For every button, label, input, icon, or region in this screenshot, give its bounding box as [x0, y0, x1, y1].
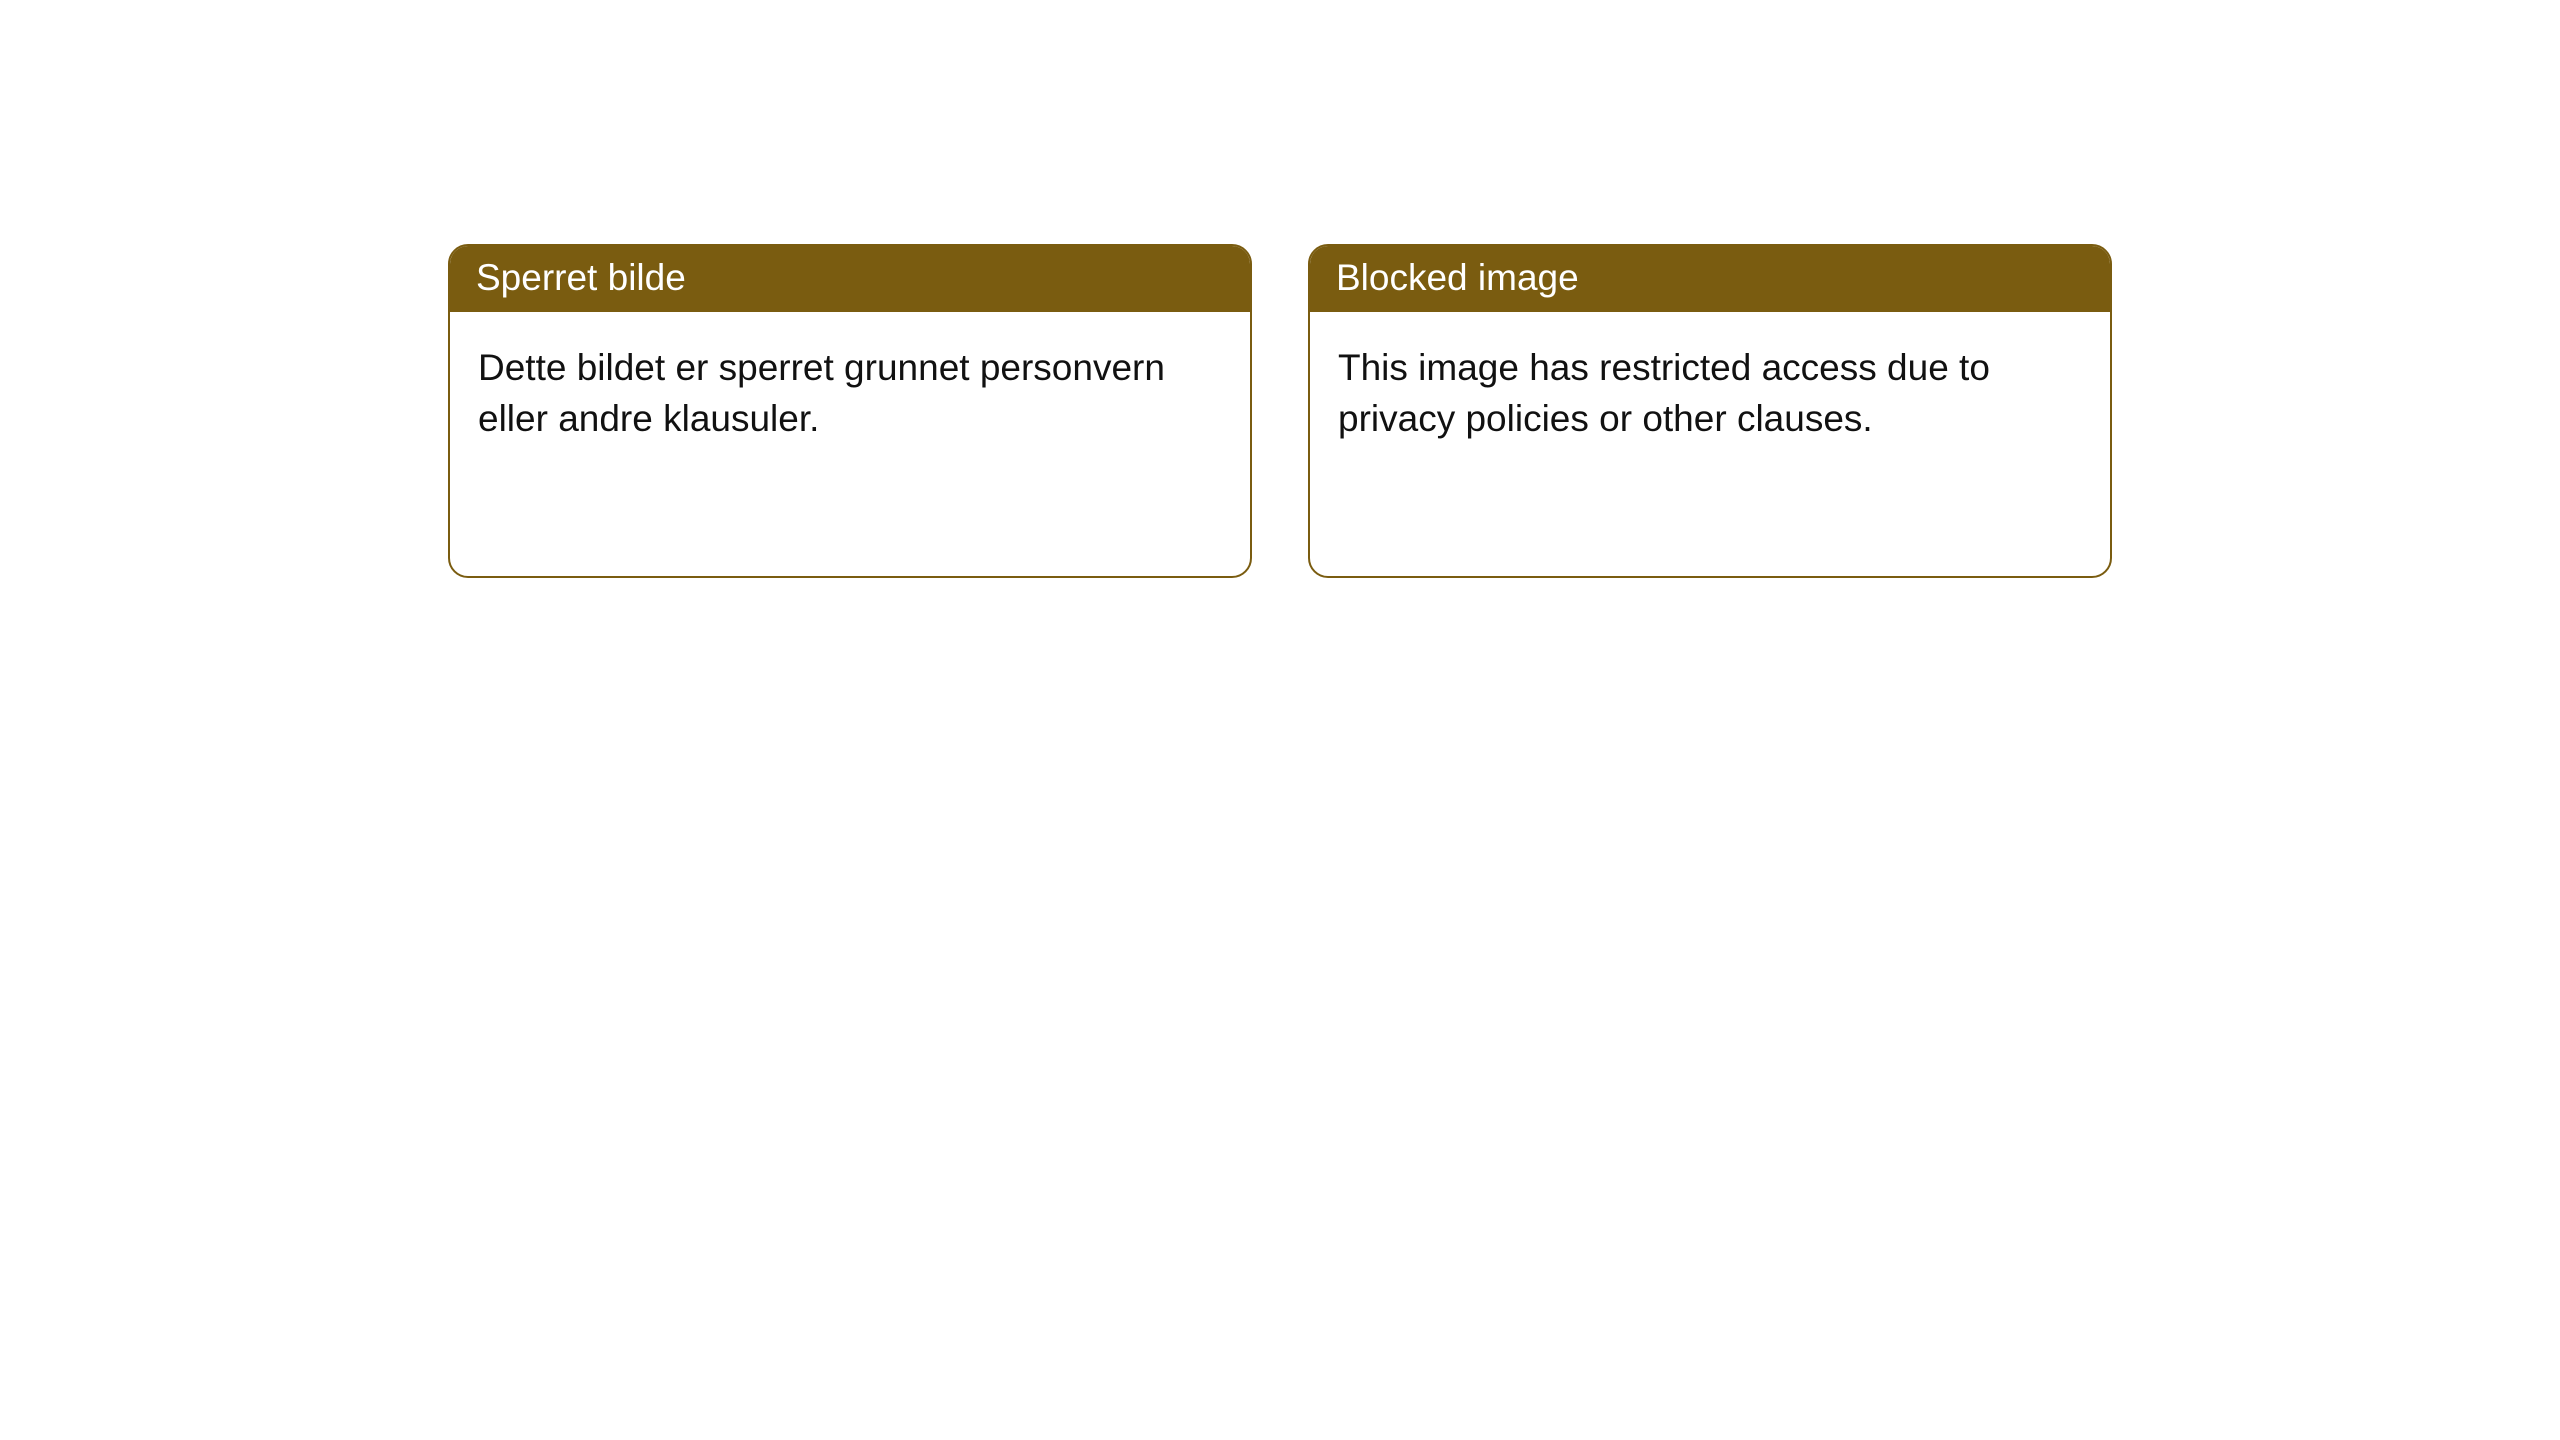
notice-card-english: Blocked image This image has restricted … [1308, 244, 2112, 578]
card-body: This image has restricted access due to … [1310, 312, 2110, 474]
notice-card-norwegian: Sperret bilde Dette bildet er sperret gr… [448, 244, 1252, 578]
notice-card-container: Sperret bilde Dette bildet er sperret gr… [0, 0, 2560, 578]
card-title: Blocked image [1310, 246, 2110, 312]
card-body: Dette bildet er sperret grunnet personve… [450, 312, 1250, 474]
card-title: Sperret bilde [450, 246, 1250, 312]
